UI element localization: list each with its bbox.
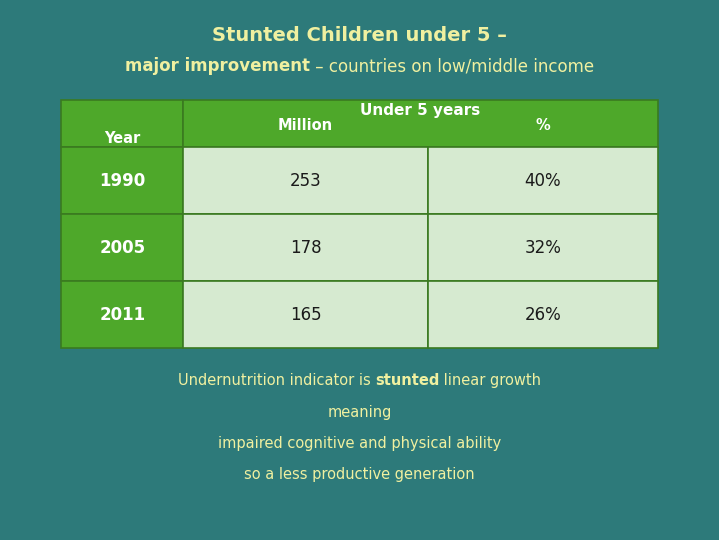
Text: – countries on low/middle income: – countries on low/middle income	[310, 57, 594, 76]
Bar	[428, 147, 658, 214]
Text: 253: 253	[290, 172, 321, 190]
Text: Under 5 years: Under 5 years	[360, 103, 481, 118]
Text: meaning: meaning	[327, 404, 392, 420]
Text: impaired cognitive and physical ability: impaired cognitive and physical ability	[218, 436, 501, 451]
Text: Undernutrition indicator is: Undernutrition indicator is	[178, 373, 375, 388]
Text: 26%: 26%	[524, 306, 562, 324]
Text: 178: 178	[290, 239, 321, 256]
Bar	[61, 100, 183, 147]
Bar	[428, 214, 658, 281]
Text: 1990: 1990	[99, 172, 145, 190]
Text: Year: Year	[104, 131, 140, 146]
Text: linear growth: linear growth	[439, 373, 541, 388]
Text: 40%: 40%	[525, 172, 561, 190]
Text: stunted: stunted	[375, 373, 439, 388]
Text: Million: Million	[278, 118, 333, 133]
Text: major improvement: major improvement	[125, 57, 310, 76]
Bar	[61, 214, 183, 281]
Bar	[183, 281, 428, 348]
Text: 32%: 32%	[524, 239, 562, 256]
Bar	[183, 100, 658, 147]
Bar	[61, 147, 183, 214]
Text: so a less productive generation: so a less productive generation	[244, 467, 475, 482]
Text: Stunted Children under 5 –: Stunted Children under 5 –	[212, 25, 507, 45]
Text: %: %	[536, 118, 550, 133]
Text: 2005: 2005	[99, 239, 145, 256]
Text: 2011: 2011	[99, 306, 145, 324]
Bar	[183, 147, 428, 214]
Bar	[61, 281, 183, 348]
Text: 165: 165	[290, 306, 321, 324]
Bar	[428, 281, 658, 348]
Bar	[183, 214, 428, 281]
